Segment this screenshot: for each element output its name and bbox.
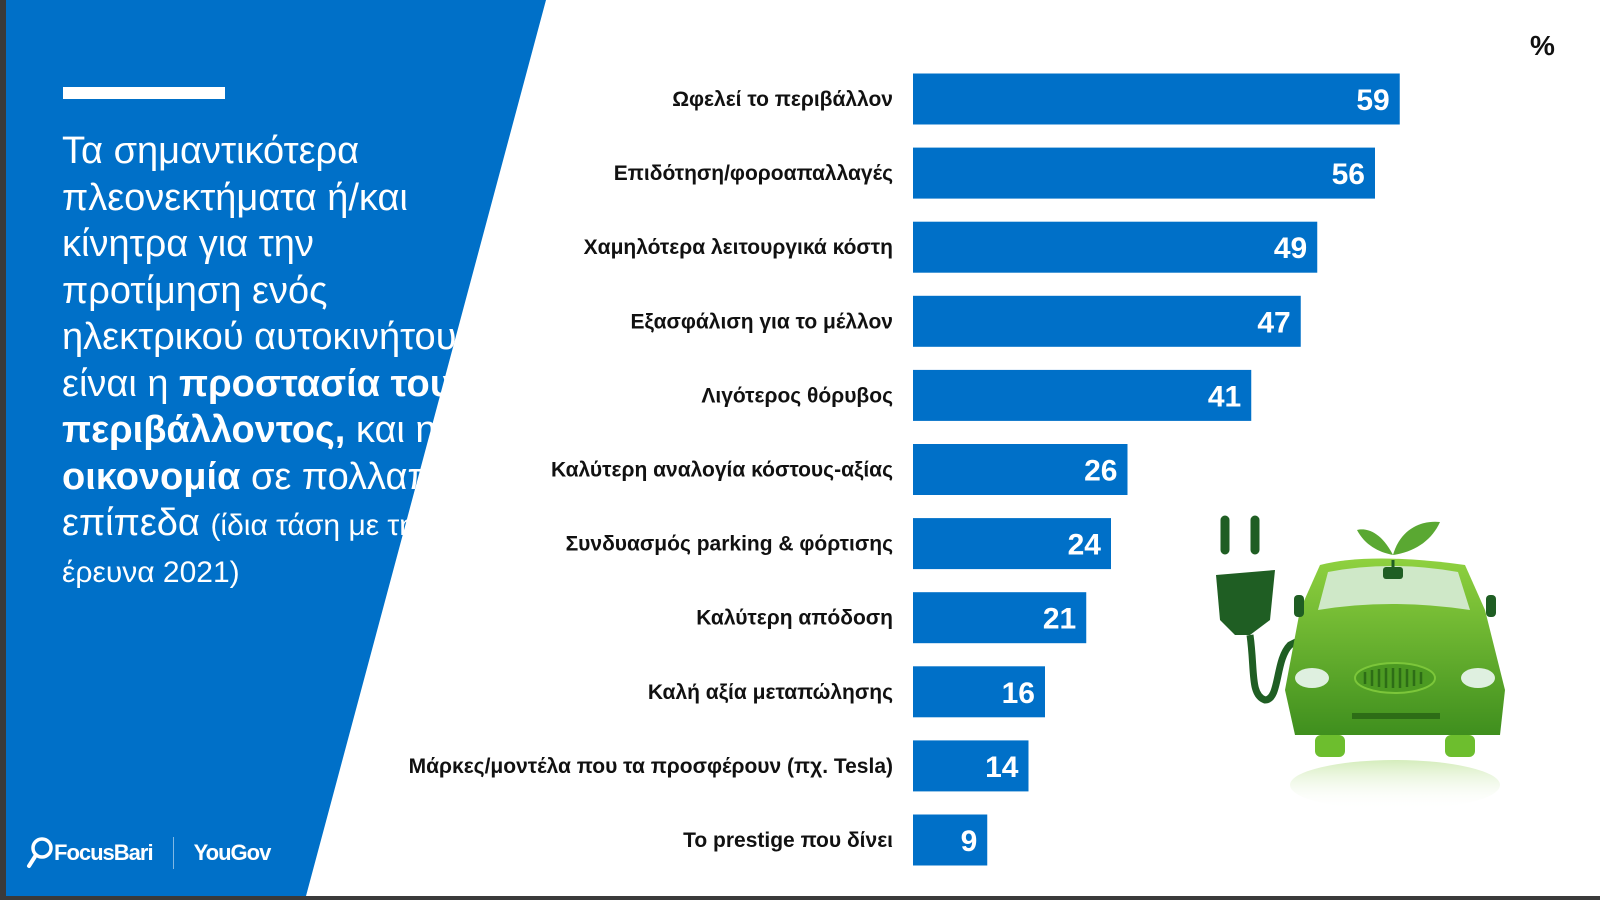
bar (913, 518, 1111, 570)
logo-divider (172, 837, 174, 869)
headline-part: σε πολλαπλά επίπεδα (62, 455, 475, 545)
category-label: Χαμηλότερα λειτουργικά κόστη (584, 236, 893, 259)
data-label: 59 (1356, 84, 1389, 117)
data-label: 14 (985, 751, 1019, 784)
data-label: 9 (961, 825, 978, 858)
bar (913, 444, 1128, 495)
window-frame-bottom (0, 896, 1600, 900)
category-label: Εξασφάλιση για το μέλλον (631, 310, 894, 333)
category-label: Λιγότερος θόρυβος (701, 384, 893, 407)
logos: FocusBari YouGov (26, 835, 272, 871)
bar (913, 147, 1375, 199)
data-label: 56 (1332, 158, 1365, 191)
bar (913, 295, 1301, 347)
accent-bar (63, 87, 225, 99)
bar (913, 73, 1400, 125)
category-label: Μάρκες/μοντέλα που τα προσφέρουν (πχ. Te… (409, 755, 893, 778)
data-label: 47 (1257, 306, 1290, 339)
bar (913, 592, 1087, 644)
yougov-logo: YouGov (193, 840, 272, 865)
data-label: 24 (1068, 529, 1102, 562)
headline-part: προστασία του περιβάλλοντος, (62, 362, 452, 452)
bar (913, 666, 1045, 718)
data-label: 16 (1002, 677, 1035, 710)
headline: Τα σημαντικότερα πλεονεκτήματα ή/και κίν… (62, 128, 482, 593)
category-label: Καλύτερη αναλογία κόστους-αξίας (551, 459, 893, 482)
electric-car-illustration (1216, 515, 1505, 810)
category-label: Καλή αξία μεταπώλησης (648, 681, 893, 704)
data-label: 49 (1274, 232, 1307, 265)
headline-part: Τα σημαντικότερα πλεονεκτήματα ή/και κίν… (62, 130, 457, 405)
data-label: 26 (1084, 455, 1117, 488)
headline-part: οικονομία (62, 455, 241, 498)
category-label: Επιδότηση/φοροαπαλλαγές (614, 162, 893, 185)
magnifier-logo-icon (27, 837, 53, 868)
category-label: Καλύτερη απόδοση (696, 607, 893, 630)
category-label: Το prestige που δίνει (683, 829, 893, 852)
bar (913, 814, 988, 866)
category-label: Συνδυασμός parking & φόρτισης (566, 533, 894, 556)
data-label: 41 (1208, 380, 1241, 413)
bar (913, 369, 1252, 421)
bar (913, 740, 1029, 792)
unit-label: % (1530, 30, 1555, 61)
data-label: 21 (1043, 603, 1076, 636)
focusbari-logo: FocusBari (54, 840, 154, 865)
bar (913, 221, 1318, 273)
category-label: Ωφελεί το περιβάλλον (672, 88, 893, 111)
headline-part: και η (345, 409, 437, 451)
window-frame-left (0, 0, 6, 900)
headline-part: (ίδια τάση με την έρευνα 2021) (62, 509, 431, 589)
